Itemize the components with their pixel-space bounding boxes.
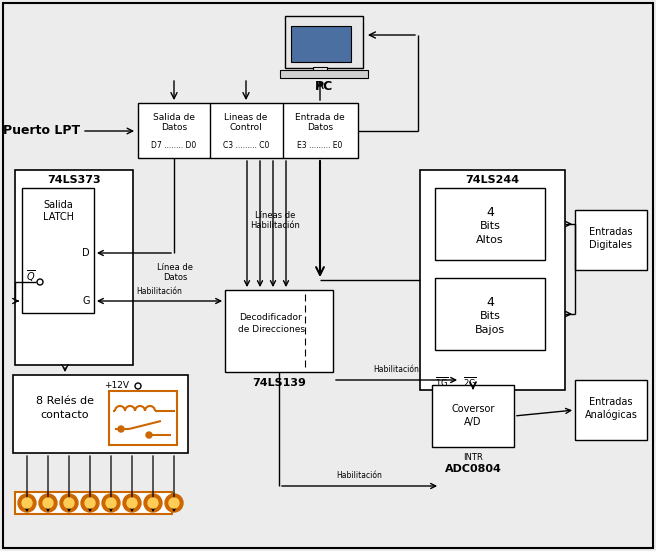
Bar: [109, 391, 177, 445]
Text: Salida de: Salida de: [153, 112, 195, 122]
Bar: [138, 103, 358, 158]
Text: Habilitación: Habilitación: [136, 287, 182, 295]
Text: INTR: INTR: [463, 452, 483, 462]
Circle shape: [127, 498, 137, 508]
Bar: [435, 188, 545, 260]
Bar: [13, 375, 188, 453]
Text: Datos: Datos: [163, 273, 187, 283]
Circle shape: [102, 494, 120, 512]
Text: Control: Control: [230, 123, 262, 132]
Text: Datos: Datos: [161, 123, 187, 132]
Circle shape: [144, 494, 162, 512]
Bar: [15, 492, 172, 514]
Circle shape: [18, 494, 36, 512]
Text: Coversor: Coversor: [451, 404, 495, 414]
Text: Salida: Salida: [43, 200, 73, 210]
Text: Puerto LPT: Puerto LPT: [3, 125, 80, 138]
Text: ADC0804: ADC0804: [445, 464, 501, 474]
Bar: [15, 170, 133, 365]
Bar: [313, 67, 327, 72]
Text: Líneas de: Líneas de: [255, 210, 295, 219]
Text: Altos: Altos: [476, 235, 504, 245]
Text: Entradas: Entradas: [589, 227, 633, 237]
Circle shape: [123, 494, 141, 512]
Text: $\overline{\rm 1G}$: $\overline{\rm 1G}$: [435, 375, 449, 389]
Bar: [225, 290, 333, 372]
Circle shape: [106, 498, 116, 508]
Circle shape: [148, 498, 158, 508]
Bar: [22, 188, 94, 313]
Bar: [432, 385, 514, 447]
Circle shape: [39, 494, 57, 512]
Bar: [420, 170, 565, 390]
Bar: [575, 380, 647, 440]
Text: Bits: Bits: [480, 221, 501, 231]
Bar: [291, 26, 351, 62]
Text: Línea de: Línea de: [157, 263, 193, 273]
Text: Habilitación: Habilitación: [250, 222, 300, 230]
Circle shape: [118, 426, 124, 432]
Text: D7 ........ D0: D7 ........ D0: [152, 141, 197, 149]
Text: Entrada de: Entrada de: [295, 112, 345, 122]
Text: 74LS139: 74LS139: [252, 378, 306, 388]
Text: D: D: [82, 248, 90, 258]
Text: $\overline{Q}$: $\overline{Q}$: [26, 268, 36, 284]
Text: C3 ......... C0: C3 ......... C0: [223, 141, 269, 149]
Text: Analógicas: Analógicas: [584, 410, 638, 420]
Text: Habilitación: Habilitación: [336, 472, 382, 480]
Circle shape: [64, 498, 74, 508]
Text: 4: 4: [486, 295, 494, 309]
Bar: [285, 16, 363, 68]
Bar: [435, 278, 545, 350]
Text: Entradas: Entradas: [589, 397, 633, 407]
Text: +12V: +12V: [104, 381, 129, 390]
Text: 74LS373: 74LS373: [47, 175, 101, 185]
Circle shape: [81, 494, 99, 512]
Text: Habilitación: Habilitación: [373, 365, 419, 375]
Text: Bajos: Bajos: [475, 325, 505, 335]
Text: Bits: Bits: [480, 311, 501, 321]
Text: PC: PC: [315, 79, 333, 93]
Bar: [575, 210, 647, 270]
Text: G: G: [82, 296, 90, 306]
Text: E3 ......... E0: E3 ......... E0: [297, 141, 342, 149]
Text: de Direcciones: de Direcciones: [237, 326, 304, 334]
Text: Datos: Datos: [307, 123, 333, 132]
Text: Decodificador: Decodificador: [239, 314, 302, 322]
Circle shape: [169, 498, 179, 508]
Circle shape: [22, 498, 32, 508]
Bar: [280, 70, 368, 78]
Circle shape: [85, 498, 95, 508]
Text: contacto: contacto: [41, 410, 89, 420]
Circle shape: [43, 498, 53, 508]
Circle shape: [146, 432, 152, 438]
Text: A/D: A/D: [464, 417, 482, 427]
Text: LATCH: LATCH: [43, 212, 73, 222]
Text: 8 Relés de: 8 Relés de: [36, 396, 94, 406]
Text: Digitales: Digitales: [590, 240, 632, 250]
Text: 4: 4: [486, 206, 494, 219]
Text: Lineas de: Lineas de: [224, 112, 268, 122]
Circle shape: [60, 494, 78, 512]
Circle shape: [165, 494, 183, 512]
Text: 74LS244: 74LS244: [465, 175, 519, 185]
Text: $\overline{\rm 2G}$: $\overline{\rm 2G}$: [463, 375, 477, 389]
